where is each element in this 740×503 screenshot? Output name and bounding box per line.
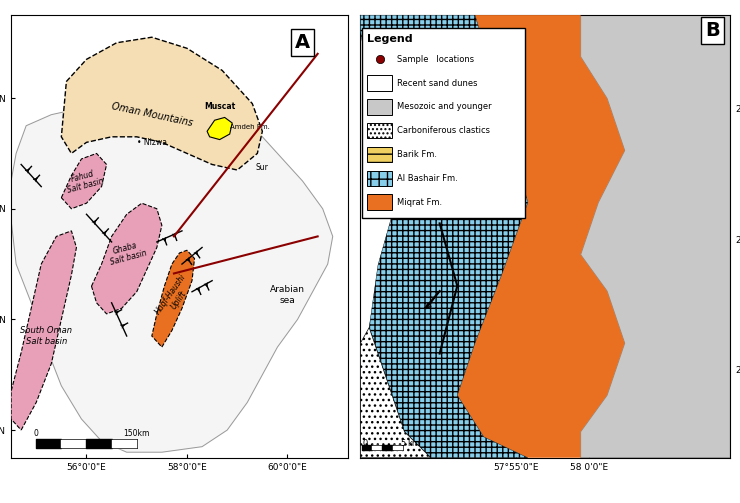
Text: Mesozoic and younger: Mesozoic and younger <box>397 103 492 111</box>
Bar <box>368 99 392 115</box>
Bar <box>368 123 392 138</box>
Text: Amdeh Fm.: Amdeh Fm. <box>229 124 269 129</box>
Text: Muscat: Muscat <box>204 102 235 111</box>
Text: Sur: Sur <box>256 163 269 172</box>
Text: A: A <box>295 33 310 52</box>
Text: Carboniferous clastics: Carboniferous clastics <box>397 126 491 135</box>
Text: km: km <box>407 439 420 448</box>
Text: 150km: 150km <box>124 429 150 438</box>
Text: 5: 5 <box>400 439 406 448</box>
Text: Ghaba
Salt basin: Ghaba Salt basin <box>106 239 147 267</box>
Polygon shape <box>431 145 484 213</box>
Text: Arabian
sea: Arabian sea <box>270 285 305 305</box>
Text: Sample   locations: Sample locations <box>397 55 474 64</box>
Bar <box>368 147 392 162</box>
Polygon shape <box>92 203 162 314</box>
Text: Recent sand dunes: Recent sand dunes <box>397 78 478 88</box>
Polygon shape <box>207 118 232 140</box>
Text: Huqf-Haushi
Uplift: Huqf-Haushi Uplift <box>153 273 196 322</box>
Text: • Nizwa: • Nizwa <box>137 138 166 147</box>
Polygon shape <box>152 250 195 347</box>
Bar <box>368 171 392 186</box>
Text: Barik Fm.: Barik Fm. <box>397 150 437 159</box>
Polygon shape <box>581 15 730 458</box>
Text: Al Bashair Fm.: Al Bashair Fm. <box>397 174 458 183</box>
Bar <box>368 75 392 91</box>
Text: South Oman
Salt basin: South Oman Salt basin <box>20 326 73 346</box>
Text: Legend: Legend <box>368 34 413 44</box>
Polygon shape <box>360 327 431 458</box>
Bar <box>362 28 525 218</box>
Text: Fahud
Salt basin: Fahud Salt basin <box>64 167 104 195</box>
Bar <box>368 194 392 210</box>
Text: 0: 0 <box>34 429 38 438</box>
Text: B: B <box>705 21 720 40</box>
Text: 0: 0 <box>362 439 367 448</box>
Polygon shape <box>11 59 333 452</box>
Text: Miqrat Fm.: Miqrat Fm. <box>397 198 443 207</box>
Polygon shape <box>61 37 263 170</box>
Polygon shape <box>11 231 76 430</box>
Text: Oman Mountains: Oman Mountains <box>110 101 193 128</box>
Polygon shape <box>61 153 107 209</box>
Polygon shape <box>457 15 625 458</box>
Polygon shape <box>360 15 528 458</box>
